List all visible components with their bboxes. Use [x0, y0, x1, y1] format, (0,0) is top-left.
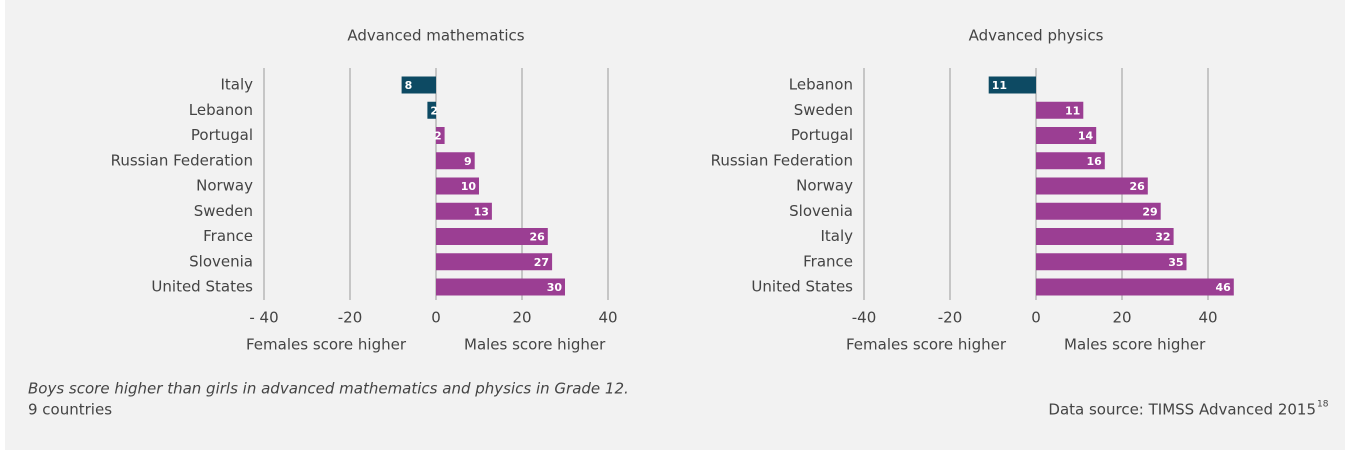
value-label: 26 [529, 231, 545, 244]
category-label: France [803, 252, 853, 270]
x-tick-label: -40 [852, 309, 877, 327]
value-label: 10 [461, 180, 477, 193]
category-label: Slovenia [189, 252, 253, 270]
x-tick-label: 40 [1198, 309, 1217, 327]
category-label: Sweden [194, 202, 253, 220]
category-label: Slovenia [789, 202, 853, 220]
chart-title: Advanced mathematics [347, 27, 524, 45]
value-label: 30 [547, 281, 563, 294]
bar [436, 152, 475, 170]
chart-title: Advanced physics [969, 27, 1104, 45]
bar [1036, 228, 1174, 245]
value-label: 26 [1129, 180, 1145, 193]
value-label: 35 [1168, 256, 1183, 269]
category-label: Norway [196, 177, 253, 195]
value-label: 8 [405, 79, 413, 92]
bar [1036, 152, 1105, 170]
bar [436, 202, 492, 220]
x-tick-label: 0 [1031, 309, 1041, 327]
bar [427, 101, 436, 119]
x-tick-label: 0 [431, 309, 441, 327]
category-label: United States [751, 278, 853, 296]
bar [1036, 127, 1097, 144]
value-label: 9 [464, 155, 472, 168]
value-label: 32 [1155, 231, 1170, 244]
category-label: Russian Federation [111, 151, 253, 169]
subcaption: 9 countries [28, 401, 112, 419]
bar [436, 253, 553, 271]
bar [401, 76, 436, 94]
bar [1036, 202, 1161, 220]
category-label: France [203, 227, 253, 245]
x-tick-label: -20 [338, 309, 363, 327]
bar [436, 228, 548, 245]
bar [436, 278, 565, 296]
category-label: Lebanon [189, 101, 253, 119]
x-axis-label-right: Males score higher [1064, 336, 1206, 354]
value-label: 46 [1215, 281, 1231, 294]
x-tick-label: -20 [938, 309, 963, 327]
value-label: 2 [434, 130, 442, 143]
value-label: 11 [992, 79, 1007, 92]
category-label: Norway [796, 177, 853, 195]
value-label: 11 [1065, 104, 1080, 117]
source-note: 18 [1317, 400, 1329, 410]
bar [436, 127, 445, 144]
x-axis-label-right: Males score higher [464, 336, 606, 354]
category-label: Sweden [794, 101, 853, 119]
bar [1036, 253, 1187, 271]
bar [1036, 278, 1234, 296]
x-tick-label: 20 [512, 309, 531, 327]
value-label: 13 [474, 205, 489, 218]
x-tick-label: 40 [598, 309, 617, 327]
value-label: 29 [1142, 205, 1157, 218]
category-label: Italy [220, 76, 253, 94]
x-axis-label-left: Females score higher [246, 336, 407, 354]
category-label: Russian Federation [711, 151, 853, 169]
value-label: 14 [1078, 130, 1094, 143]
bar [436, 177, 479, 195]
category-label: United States [151, 278, 253, 296]
x-axis-label-left: Females score higher [846, 336, 1007, 354]
value-label: 27 [534, 256, 549, 269]
value-label: 16 [1086, 155, 1102, 168]
x-tick-label: - 40 [249, 309, 278, 327]
value-label: 2 [430, 104, 438, 117]
category-label: Lebanon [789, 76, 853, 94]
category-label: Portugal [791, 126, 853, 144]
bar [988, 76, 1036, 94]
category-label: Portugal [191, 126, 253, 144]
source: Data source: TIMSS Advanced 2015 [1048, 401, 1316, 419]
category-label: Italy [820, 227, 853, 245]
bar [1036, 177, 1148, 195]
x-tick-label: 20 [1112, 309, 1131, 327]
bar [1036, 101, 1084, 119]
caption: Boys score higher than girls in advanced… [28, 380, 629, 398]
